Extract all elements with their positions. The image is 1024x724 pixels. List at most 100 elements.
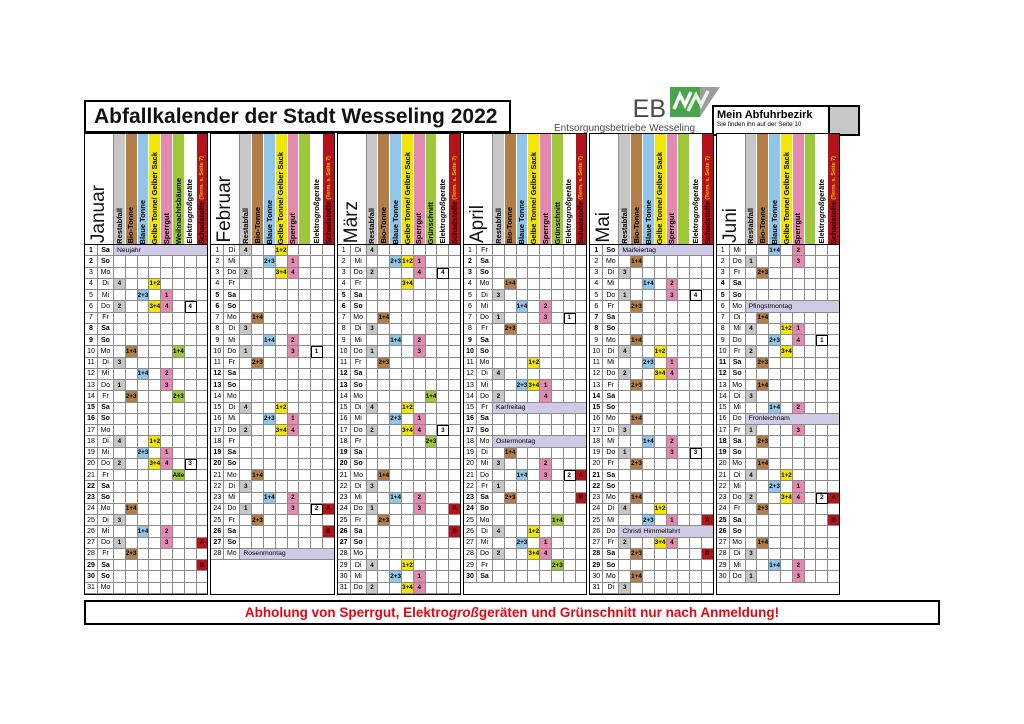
day-number: 9 (211, 335, 225, 347)
day-cell-schad (322, 245, 334, 257)
day-weekday: Do (350, 503, 367, 515)
day-cell-blau (390, 526, 403, 538)
day-cell-elektro: 4 (437, 267, 450, 279)
day-cell-elektro (184, 391, 197, 403)
day-cell-bio (504, 425, 517, 437)
day-weekday: Di (729, 312, 746, 324)
day-cell-elektro (690, 278, 702, 290)
day-row: 24 Do 1 3 A (337, 503, 461, 515)
day-weekday: Mi (350, 413, 367, 425)
day-weekday: Sa (350, 368, 367, 380)
day-weekday: Mo (98, 267, 114, 279)
day-cell-gruen (678, 335, 691, 347)
day-number: 12 (211, 368, 225, 380)
day-cell-bio (504, 503, 517, 515)
day-cell-schad (575, 313, 587, 324)
day-cell-blau: 2+3 (263, 413, 276, 425)
day-row: 28 Do 2 3+4 4 (463, 548, 587, 560)
day-cell-blau (137, 492, 150, 504)
day-cell-sperr: 2 (161, 368, 173, 380)
day-cell-gruen (804, 571, 817, 583)
day-weekday: Fr (603, 301, 620, 313)
day-cell-elektro (311, 413, 323, 425)
day-cell-schad (575, 571, 587, 583)
day-cell-gruen (425, 571, 438, 583)
day-cell-gelb (149, 290, 162, 302)
day-cell-gelb (275, 256, 288, 268)
day-row: 12 Mi 1+4 2 (85, 368, 208, 380)
day-number: 15 (463, 402, 477, 414)
day-cell-gelb: 3+4 (654, 368, 667, 380)
column-header-label: Schadstoffe (Term. s. Seite 7) (702, 155, 712, 244)
month-name: Juni (719, 208, 741, 243)
day-weekday: Do (224, 346, 241, 358)
day-cell-schad (828, 358, 840, 369)
day-cell-bio (125, 470, 138, 482)
day-number: 6 (590, 301, 604, 313)
day-cell-schad (449, 425, 461, 437)
day-cell-blau (769, 357, 782, 369)
day-cell-rest (492, 470, 505, 482)
day-cell-blau (642, 481, 655, 493)
day-cell-gruen (299, 312, 312, 324)
day-cell-gelb (149, 391, 162, 403)
day-cell-elektro (690, 380, 702, 392)
column-header-label: Elektrogroßgeräte (564, 179, 574, 244)
day-cell-bio (504, 458, 517, 470)
day-cell-bio: 1+4 (252, 470, 264, 482)
day-row: 10 Di 4 1+2 (590, 346, 713, 358)
day-cell-schad (449, 268, 461, 279)
day-cell-bio (378, 548, 391, 560)
month-block: Juni Restabfall Bio-Tonne Blaue Tonne Gelbe … (715, 133, 840, 595)
day-cell-bio (504, 357, 517, 369)
day-cell-blau (390, 391, 403, 403)
day-cell-schad (196, 436, 208, 448)
day-cell-schad (701, 335, 713, 347)
day-weekday: Mi (729, 245, 746, 257)
day-row: 27 Mo 1+4 (716, 537, 840, 549)
day-cell-gelb (275, 391, 288, 403)
day-cell-elektro (816, 391, 829, 403)
day-cell-schad (575, 459, 587, 470)
day-row: 1 Di 4 (337, 245, 461, 257)
day-cell-elektro (437, 245, 450, 257)
column-header-elektro: Elektrogroßgeräte (690, 134, 702, 244)
day-cell-sperr (287, 402, 300, 414)
day-cell-elektro (184, 267, 197, 279)
day-weekday: So (350, 301, 367, 313)
day-weekday: So (603, 560, 620, 572)
day-row: 30 So (85, 571, 208, 583)
day-cell-rest (114, 391, 126, 403)
day-row: 6 So (337, 301, 461, 313)
day-cell-elektro (690, 503, 702, 515)
day-number: 31 (337, 582, 351, 594)
day-cell-elektro (184, 515, 197, 527)
day-cell-sperr (540, 425, 552, 437)
day-weekday: Sa (603, 548, 620, 560)
day-number: 5 (337, 290, 351, 302)
day-cell-bio (378, 402, 391, 414)
day-cell-gelb (149, 447, 162, 459)
day-cell-rest (745, 368, 758, 380)
day-number: 17 (211, 425, 225, 437)
day-cell-blau (390, 278, 403, 290)
day-weekday: Fr (224, 515, 241, 527)
day-weekday: Fr (98, 470, 114, 482)
day-cell-sperr (666, 312, 679, 324)
day-cell-blau: 2+3 (516, 380, 529, 392)
day-cell-rest (619, 357, 632, 369)
day-cell-gelb (402, 571, 414, 583)
day-cell-gelb (149, 267, 162, 279)
day-number: 27 (716, 537, 730, 549)
day-cell-rest (114, 267, 126, 279)
day-weekday: Fr (98, 548, 114, 560)
day-cell-rest: 1 (492, 481, 505, 493)
day-number (211, 583, 224, 594)
day-cell-rest (114, 346, 126, 358)
day-cell-rest (492, 560, 505, 572)
day-cell-schad (701, 391, 713, 403)
day-weekday: Fr (224, 436, 241, 448)
day-cell-rest (492, 357, 505, 369)
day-cell-rest (745, 503, 758, 515)
day-weekday (224, 571, 240, 582)
